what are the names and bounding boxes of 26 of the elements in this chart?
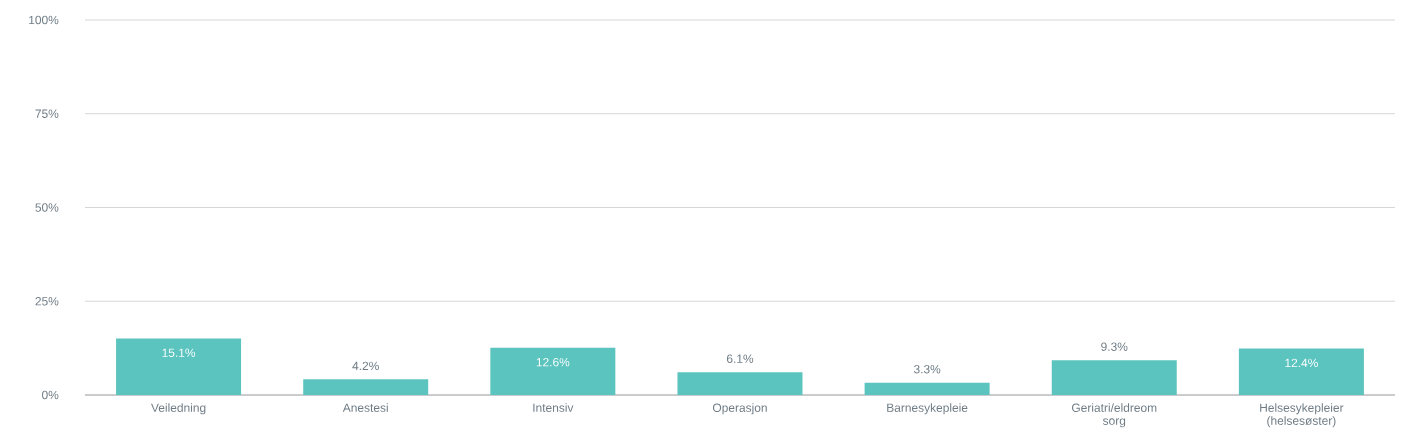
y-tick-label: 0%	[42, 390, 59, 400]
bar	[490, 347, 616, 395]
bar	[116, 338, 242, 395]
y-tick-label: 100%	[29, 15, 59, 25]
bar	[1051, 360, 1177, 395]
x-tick-label: Anestesi	[342, 403, 388, 412]
bar	[864, 382, 990, 395]
y-tick-label: 25%	[35, 297, 59, 306]
data-label: 12.6%	[536, 357, 570, 367]
data-label: 6.1%	[726, 354, 754, 363]
x-tick-label: Barnesykepleie	[887, 403, 968, 415]
data-label: 9.3%	[1101, 342, 1128, 351]
data-label: 3.3%	[913, 364, 941, 374]
data-label: 12.4%	[1285, 358, 1318, 368]
x-tick-label: Veiledning	[151, 403, 206, 415]
data-label: 15.1%	[162, 348, 196, 357]
x-tick-label: Helsesykepleier (helsesøster)	[1260, 403, 1344, 428]
x-tick-label: Intensiv	[533, 403, 574, 412]
y-tick-label: 50%	[35, 203, 59, 212]
bar	[677, 372, 803, 395]
y-tick-label: 75%	[35, 109, 59, 118]
data-label: 4.2%	[352, 361, 379, 371]
bar	[1238, 348, 1364, 395]
bar	[303, 379, 429, 395]
x-tick-label: Operasjon	[712, 403, 767, 415]
x-tick-label: Geriatri/eldreom sorg	[1071, 403, 1157, 428]
